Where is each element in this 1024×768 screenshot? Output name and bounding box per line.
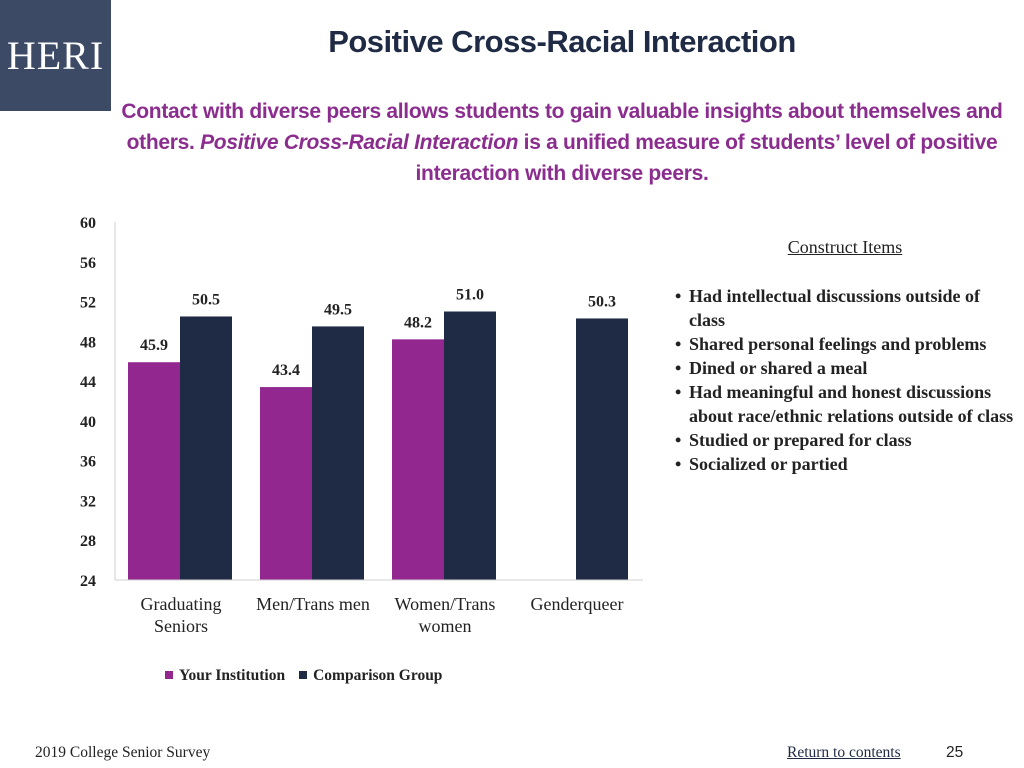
- legend-label: Comparison Group: [313, 667, 443, 684]
- footer-text: 2019 College Senior Survey: [35, 744, 211, 761]
- y-tick-label: 36: [80, 454, 96, 471]
- y-tick-label: 32: [80, 493, 96, 510]
- data-label: 49.5: [324, 301, 352, 318]
- subtitle-text: Contact with diverse peers allows studen…: [121, 100, 1003, 154]
- bar: [392, 339, 444, 580]
- legend-swatch: [299, 671, 308, 679]
- x-tick-label: Genderqueer: [530, 594, 624, 614]
- title: Positive Cross-Racial Interaction: [328, 24, 796, 59]
- bar: [260, 387, 312, 580]
- page-number: 25: [946, 744, 964, 761]
- construct-item: Studied or prepared for class: [673, 428, 1018, 452]
- subtitle: Contact with diverse peers allows studen…: [120, 96, 1004, 189]
- construct-item: Dined or shared a meal: [673, 356, 1018, 380]
- data-label: 51.0: [456, 287, 484, 304]
- construct-title: Construct Items: [787, 237, 903, 257]
- y-tick-label: 56: [80, 255, 96, 272]
- construct-list: Had intellectual discussions outside of …: [673, 284, 1018, 476]
- bar: [180, 316, 232, 580]
- data-label: 45.9: [140, 337, 168, 354]
- y-tick-label: 52: [80, 295, 96, 312]
- y-tick-label: 40: [80, 414, 96, 431]
- bar: [444, 311, 496, 580]
- construct-item: Shared personal feelings and problems: [673, 332, 1018, 356]
- data-label: 50.5: [192, 291, 220, 308]
- data-label: 43.4: [272, 362, 300, 379]
- legend: Your Institution Comparison Group: [165, 667, 442, 685]
- data-label: 48.2: [404, 314, 432, 331]
- y-tick-label: 28: [80, 533, 96, 550]
- y-tick-label: 24: [80, 573, 96, 590]
- legend-label: Your Institution: [179, 667, 286, 684]
- legend-item: Comparison Group: [299, 667, 442, 685]
- bar: [312, 326, 364, 580]
- logo: HERI: [0, 0, 111, 111]
- y-tick-label: 48: [80, 334, 96, 351]
- legend-swatch: [165, 671, 173, 679]
- x-tick-label: Women/Trans women: [394, 594, 496, 636]
- bar: [576, 318, 628, 580]
- x-tick-label: Graduating Seniors: [140, 594, 222, 636]
- bar: [128, 362, 180, 580]
- subtitle-emphasis: Positive Cross-Racial Interaction: [200, 131, 519, 154]
- y-tick-label: 44: [80, 374, 96, 391]
- x-tick-label: Men/Trans men: [256, 594, 370, 614]
- construct-item: Had intellectual discussions outside of …: [673, 284, 1018, 332]
- contents-link[interactable]: Return to contents: [787, 744, 901, 761]
- construct-item: Had meaningful and honest discussions ab…: [673, 380, 1018, 428]
- data-label: 50.3: [588, 293, 616, 310]
- y-tick-label: 60: [80, 215, 96, 232]
- subtitle-text: is a unified measure of students’ level …: [415, 131, 998, 185]
- construct-item: Socialized or partied: [673, 452, 1018, 476]
- legend-item: Your Institution: [165, 667, 285, 685]
